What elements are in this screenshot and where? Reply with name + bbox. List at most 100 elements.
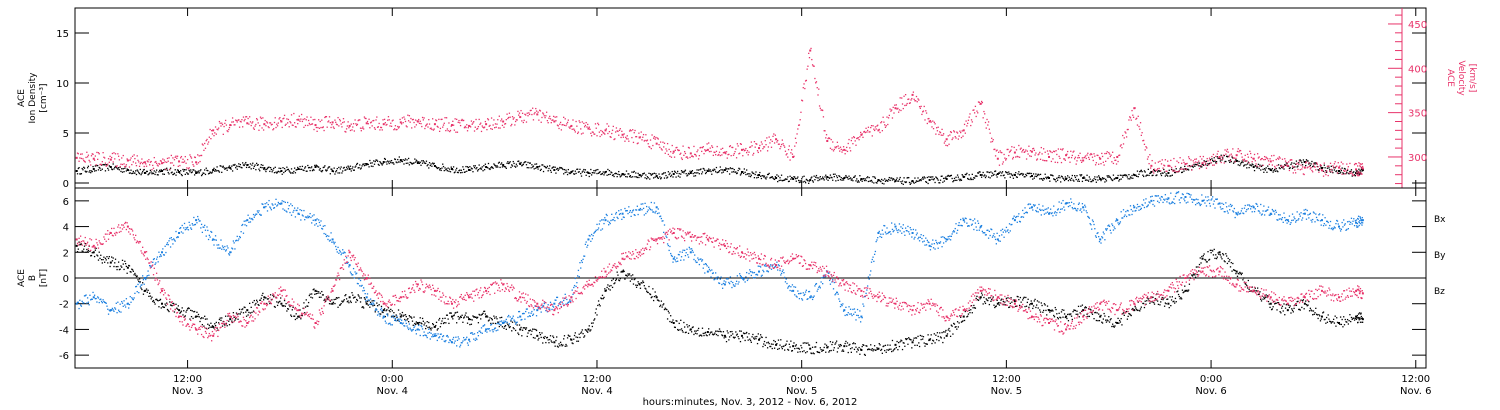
data-point <box>739 174 742 176</box>
data-point <box>1149 154 1151 156</box>
data-point <box>930 334 932 336</box>
data-point <box>1029 303 1032 305</box>
data-point <box>1074 309 1076 311</box>
data-point <box>886 116 888 118</box>
data-point <box>1319 168 1321 170</box>
data-point <box>1250 164 1252 166</box>
data-point <box>456 311 459 313</box>
data-point <box>793 176 795 178</box>
data-point <box>1053 150 1056 153</box>
data-point <box>1355 172 1358 174</box>
data-point <box>1265 156 1267 158</box>
data-point <box>866 129 869 132</box>
data-point <box>1143 175 1145 178</box>
data-point <box>1003 174 1005 176</box>
data-point <box>230 124 232 126</box>
data-point <box>92 153 94 155</box>
data-point <box>203 149 205 151</box>
data-point <box>433 325 436 328</box>
data-point <box>756 174 759 176</box>
data-point <box>763 176 765 178</box>
data-point <box>821 109 823 111</box>
data-point <box>276 301 278 303</box>
data-point <box>928 176 930 178</box>
data-point <box>397 158 399 161</box>
data-point <box>290 122 292 124</box>
data-point <box>338 125 340 127</box>
data-point <box>1295 160 1298 162</box>
data-point <box>105 165 107 167</box>
data-point <box>797 128 799 130</box>
data-point <box>748 175 750 177</box>
data-point <box>1089 154 1091 156</box>
data-point <box>801 350 804 353</box>
data-point <box>866 345 868 347</box>
data-point <box>327 298 329 301</box>
data-point <box>1225 155 1228 157</box>
data-point <box>1184 163 1187 166</box>
data-point <box>509 326 511 328</box>
data-point <box>933 178 935 180</box>
data-point <box>103 256 105 258</box>
data-point <box>869 180 871 182</box>
data-point <box>1007 173 1009 175</box>
data-point <box>531 164 533 166</box>
data-point <box>739 143 742 145</box>
data-point <box>904 345 906 347</box>
data-point <box>1259 291 1261 293</box>
data-point <box>110 156 113 159</box>
data-point <box>695 330 697 332</box>
data-point <box>570 126 572 128</box>
data-point <box>1032 148 1034 150</box>
data-point <box>679 176 681 178</box>
data-point <box>1205 160 1208 163</box>
data-point <box>203 172 205 175</box>
data-point <box>361 127 363 130</box>
data-point <box>550 340 552 342</box>
data-point <box>1202 164 1205 166</box>
data-point <box>729 167 732 169</box>
data-point <box>960 316 962 318</box>
data-point <box>666 142 669 145</box>
data-point <box>576 336 579 339</box>
data-point <box>689 172 692 174</box>
data-point <box>1146 147 1148 149</box>
data-point <box>456 131 459 133</box>
data-point <box>856 348 859 350</box>
data-point <box>406 126 408 128</box>
data-point <box>276 171 279 173</box>
data-point <box>706 169 708 172</box>
data-point <box>949 330 951 332</box>
data-point <box>777 143 780 145</box>
data-point <box>138 165 141 167</box>
data-point <box>100 254 102 256</box>
data-point <box>1113 157 1115 159</box>
data-point <box>1047 176 1049 178</box>
data-point <box>263 167 266 169</box>
data-point <box>119 165 121 168</box>
data-point <box>1003 153 1005 156</box>
data-point <box>1291 309 1294 312</box>
data-point <box>106 256 108 258</box>
data-point <box>646 178 648 180</box>
data-point <box>213 135 215 137</box>
data-point <box>849 348 852 350</box>
data-point <box>1105 180 1108 182</box>
data-point <box>1338 322 1341 324</box>
data-point <box>682 331 684 333</box>
data-point <box>444 317 446 319</box>
data-point <box>948 175 950 177</box>
data-point <box>504 165 506 168</box>
data-point <box>452 315 455 317</box>
data-point <box>394 158 396 160</box>
data-point <box>922 110 925 112</box>
data-point <box>461 118 463 121</box>
data-point <box>1144 300 1146 302</box>
data-point <box>858 181 860 183</box>
data-point <box>837 145 839 147</box>
data-point <box>556 167 559 170</box>
data-point <box>1260 300 1263 302</box>
data-point <box>1281 166 1283 169</box>
data-point <box>802 87 804 89</box>
data-point <box>435 165 437 168</box>
